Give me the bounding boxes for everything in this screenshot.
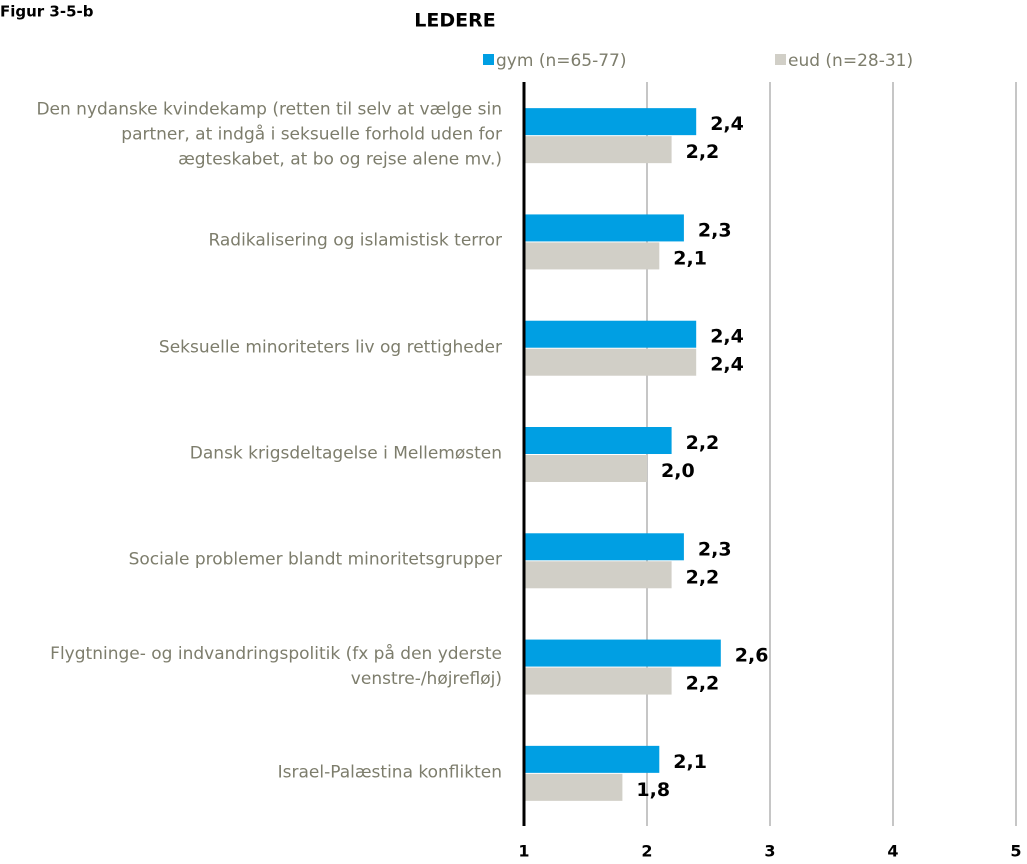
- value-label: 2,4: [710, 354, 744, 376]
- value-label: 2,0: [661, 460, 695, 482]
- category-label: Flygtninge- og indvandringspolitik (fx p…: [50, 643, 502, 689]
- bar: [524, 773, 623, 801]
- legend-swatch: [483, 54, 494, 65]
- bar: [524, 242, 660, 270]
- legend-swatch: [775, 54, 786, 65]
- chart-title: LEDERE: [414, 10, 495, 32]
- value-label: 2,4: [710, 326, 744, 348]
- value-label: 2,1: [673, 247, 707, 269]
- category-label: Radikalisering og islamistisk terror: [208, 230, 502, 251]
- bar: [524, 348, 697, 376]
- bar: [524, 427, 672, 454]
- category-label: Dansk krigsdeltagelse i Mellemøsten: [189, 443, 502, 464]
- legend-label: gym (n=65-77): [496, 51, 627, 71]
- category-label: Sociale problemer blandt minoritetsgrupp…: [128, 549, 502, 570]
- value-label: 2,4: [710, 113, 744, 135]
- bar: [524, 108, 697, 136]
- x-tick-label: 1: [518, 842, 529, 861]
- bar: [524, 533, 684, 561]
- value-label: 2,6: [735, 645, 769, 667]
- x-tick-label: 2: [641, 842, 652, 861]
- value-label: 2,3: [698, 219, 732, 241]
- category-label: Seksuelle minoriteters liv og rettighede…: [158, 337, 502, 358]
- x-tick-label: 5: [1010, 842, 1021, 861]
- bar: [524, 136, 672, 164]
- value-label: 2,2: [686, 141, 720, 163]
- category-label: Den nydanske kvindekamp (retten til selv…: [36, 99, 502, 170]
- value-label: 2,2: [686, 566, 720, 588]
- bar: [524, 639, 721, 667]
- value-label: 2,3: [698, 538, 732, 560]
- category-label: Israel-Palæstina konflikten: [277, 762, 502, 783]
- bar: [524, 667, 672, 695]
- figure-label: Figur 3-5-b: [0, 3, 94, 21]
- value-label: 2,2: [686, 673, 720, 695]
- bar: [524, 320, 697, 348]
- value-label: 2,2: [686, 432, 720, 454]
- x-tick-label: 4: [887, 842, 898, 861]
- bar: [524, 214, 684, 242]
- value-label: 2,1: [673, 751, 707, 773]
- value-label: 1,8: [636, 779, 670, 801]
- x-tick-label: 3: [764, 842, 775, 861]
- bar: [524, 561, 672, 589]
- legend-label: eud (n=28-31): [788, 51, 913, 71]
- bar: [524, 455, 647, 482]
- bar: [524, 745, 660, 773]
